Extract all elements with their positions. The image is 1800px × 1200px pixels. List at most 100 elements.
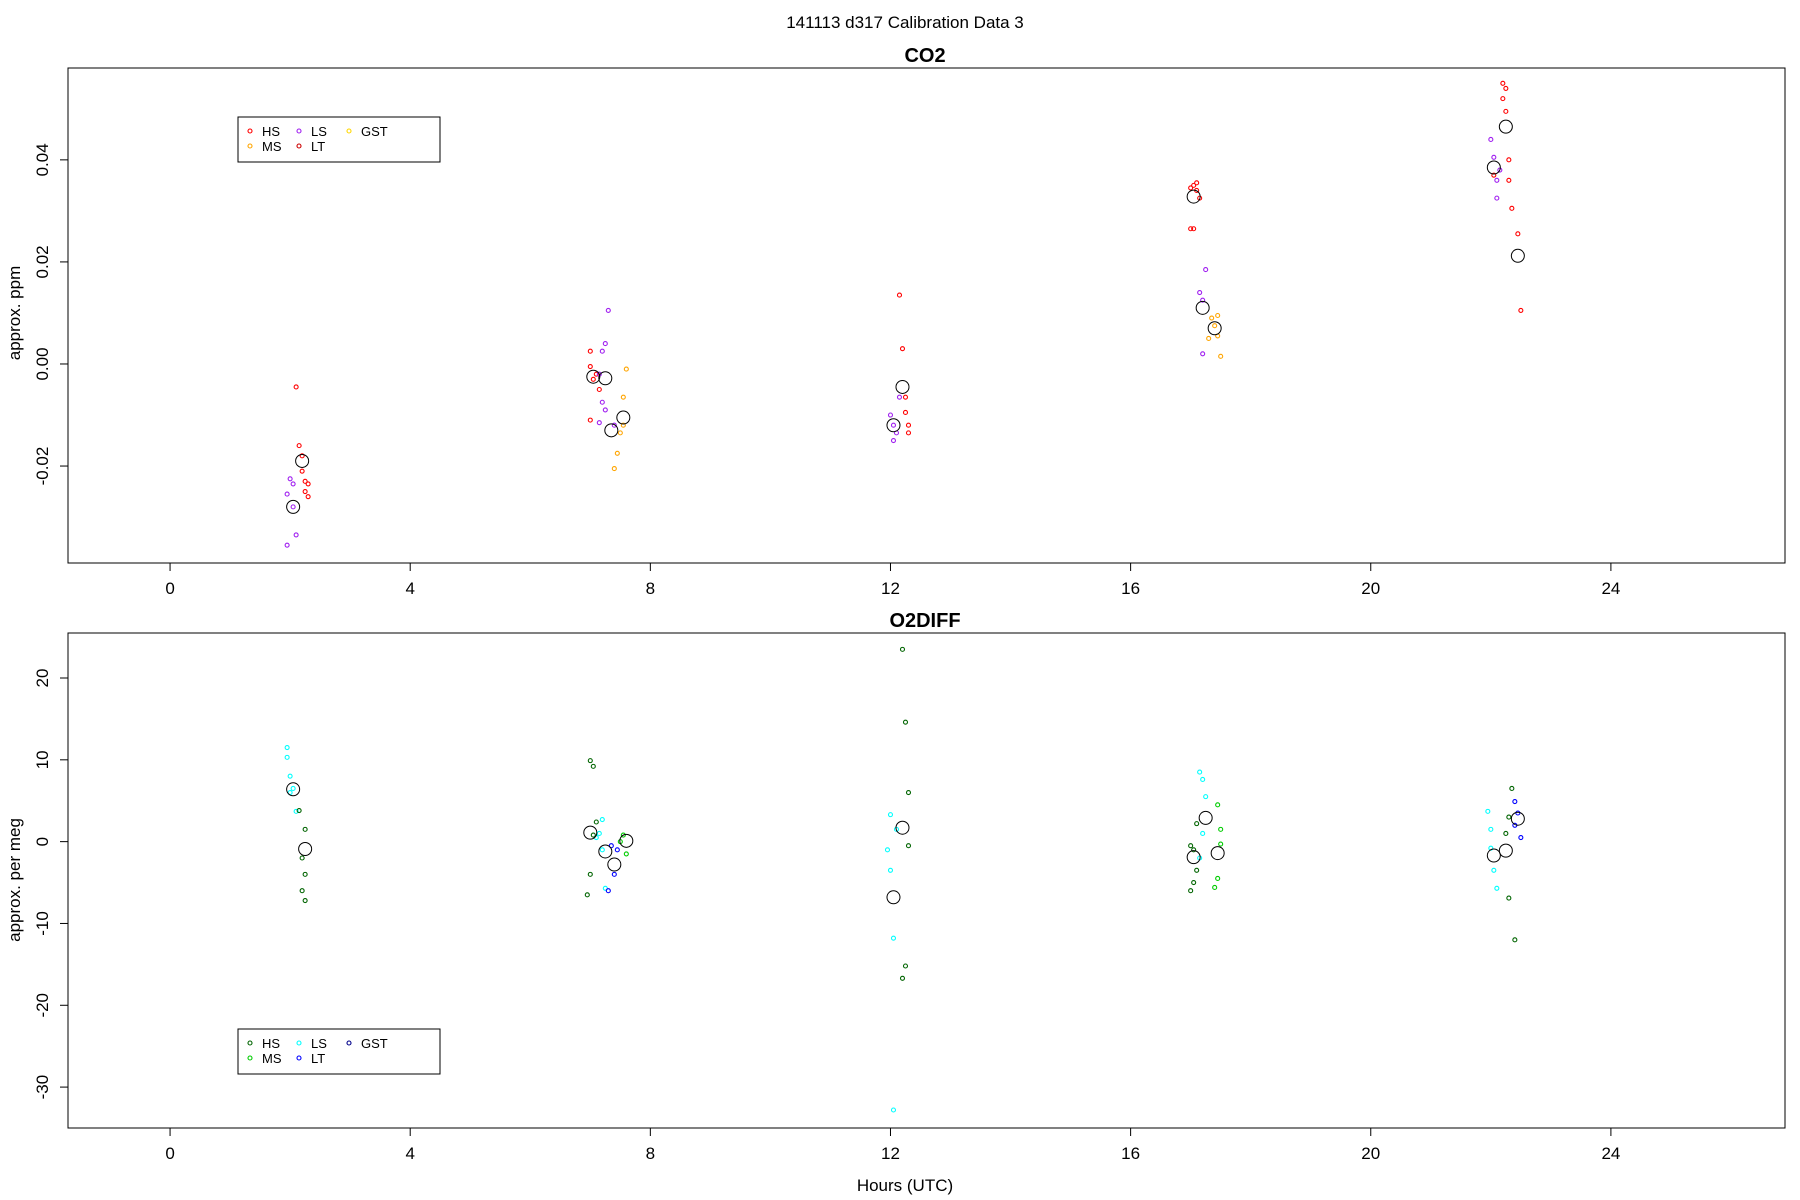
co2-data-point [599, 399, 605, 405]
o2diff-data-point [1491, 867, 1497, 873]
co2-legend-label: LS [311, 124, 327, 139]
co2-y-tick-label: 0.00 [33, 347, 52, 380]
co2-data-point [287, 476, 293, 482]
co2-data-point [596, 386, 602, 393]
co2-x-tick-label: 20 [1361, 579, 1380, 598]
co2-data-point [1200, 297, 1206, 303]
o2diff-y-tick-label: 10 [33, 750, 52, 769]
o2diff-data-point [1506, 895, 1512, 901]
co2-data-point [605, 307, 611, 313]
co2-data-point [617, 430, 623, 436]
co2-data-point [290, 481, 296, 487]
co2-data-point [905, 430, 912, 436]
o2diff-data-point [899, 646, 906, 652]
co2-data-point [305, 494, 311, 500]
o2diff-mean-point [607, 857, 622, 872]
co2-data-point [299, 468, 305, 474]
o2diff-data-point [1512, 798, 1518, 805]
co2-data-point [1491, 154, 1497, 160]
o2diff-data-point [602, 885, 608, 891]
o2diff-legend-label: HS [262, 1036, 280, 1051]
o2diff-mean-point [298, 842, 313, 856]
co2-mean-point [1186, 189, 1201, 204]
o2diff-data-point [296, 807, 302, 814]
o2diff-data-point [302, 871, 308, 877]
co2-data-point [1500, 80, 1506, 86]
co2-y-tick-label: -0.02 [33, 447, 52, 486]
co2-legend-box [237, 116, 441, 163]
o2diff-data-point [1503, 830, 1509, 837]
co2-data-point [1188, 226, 1194, 232]
o2diff-mean-point [1486, 848, 1501, 863]
o2diff-data-point [887, 867, 894, 873]
co2-data-point [1215, 312, 1221, 319]
co2-series-ls [284, 136, 1503, 548]
co2-x-tick-label: 4 [405, 579, 414, 598]
co2-panel: CO2 approx. ppm 0 4 8 12 16 20 24 -0.02 0.00 0.02… [5, 45, 1786, 598]
o2diff-legend-label: MS [262, 1051, 282, 1066]
co2-data-point [587, 363, 593, 370]
o2diff-data-point [1200, 830, 1206, 837]
o2diff-y-axis-label: approx. per meg [5, 818, 24, 942]
co2-data-point [1509, 205, 1515, 211]
o2diff-data-point [1506, 814, 1512, 820]
co2-series-hs [293, 80, 1524, 500]
co2-mean-point [895, 379, 910, 394]
o2diff-data-point [1203, 794, 1209, 800]
o2diff-y-tick-label: -20 [33, 993, 52, 1018]
co2-data-point [305, 481, 311, 487]
o2diff-mean-point [286, 782, 301, 797]
o2diff-data-point [899, 975, 906, 981]
co2-data-point [1515, 231, 1521, 237]
co2-data-point [290, 504, 296, 510]
o2diff-mean-point [1198, 810, 1213, 825]
o2diff-legend-marker [247, 1055, 253, 1061]
co2-data-point [1518, 307, 1524, 313]
co2-data-point [599, 348, 605, 354]
co2-data-point [602, 407, 608, 413]
o2diff-data-point [1518, 834, 1524, 841]
o2diff-data-point [1218, 841, 1224, 847]
o2diff-data-point [299, 855, 305, 861]
co2-series-ms [611, 312, 1224, 472]
co2-data-point [284, 491, 290, 497]
o2diff-data-point [887, 812, 894, 818]
co2-y-axis-label: approx. ppm [5, 266, 24, 361]
co2-mean-point [1195, 300, 1210, 315]
o2diff-data-point [299, 888, 305, 894]
o2diff-legend-marker [346, 1040, 352, 1046]
co2-data-point [1191, 226, 1197, 232]
o2diff-legend-box [237, 1028, 441, 1075]
o2diff-y-tick-label: 0 [33, 837, 52, 846]
o2diff-data-point [293, 808, 299, 814]
o2diff-x-tick-label: 20 [1361, 1144, 1380, 1163]
co2-data-point [1494, 195, 1500, 201]
o2diff-series-ls [284, 744, 1500, 1113]
o2diff-data-point [1509, 785, 1515, 792]
co2-data-point [896, 292, 903, 298]
co2-data-point [1200, 351, 1206, 357]
o2diff-data-point [587, 758, 593, 764]
o2diff-legend-label: GST [361, 1036, 388, 1051]
co2-data-point [590, 376, 596, 382]
co2-data-point [902, 409, 909, 416]
co2-y-tick-label: 0.02 [33, 245, 52, 278]
co2-legend-marker [247, 128, 253, 134]
o2diff-legend-label: LS [311, 1036, 327, 1051]
co2-data-point [902, 394, 909, 400]
co2-legend-label: GST [361, 124, 388, 139]
co2-mean-point [586, 369, 601, 384]
co2-y-tick-label: 0.04 [33, 143, 52, 176]
o2diff-mean-point [895, 820, 910, 835]
co2-data-point [587, 348, 593, 354]
co2-data-point [1209, 315, 1215, 321]
co2-legend-label: MS [262, 139, 282, 154]
o2diff-data-point [620, 832, 626, 838]
o2diff-legend-marker [296, 1055, 302, 1061]
co2-data-point [611, 466, 617, 472]
co2-data-point [620, 394, 626, 400]
o2diff-data-point [284, 754, 290, 760]
o2diff-data-point [1485, 808, 1491, 814]
co2-data-point [284, 542, 290, 548]
